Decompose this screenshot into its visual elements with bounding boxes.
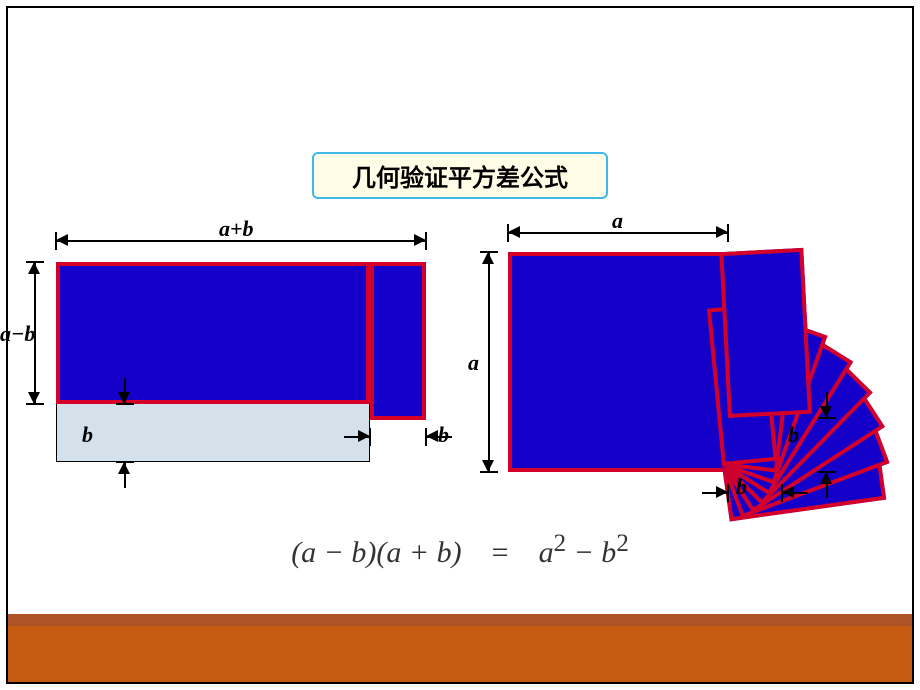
footer-main [8, 626, 912, 682]
footer-accent [8, 614, 912, 626]
label-b-bottom: b [736, 474, 747, 500]
diagram-stage: a+ba−bbbaabb [10, 222, 910, 552]
left-flap-rect [370, 262, 426, 420]
right-final-flap [719, 248, 812, 418]
eq-rhs: a2 − b2 [539, 536, 629, 569]
dim-a-left [488, 252, 490, 472]
label-a-left: a [468, 350, 479, 376]
label-a-minus-b: a−b [0, 321, 35, 347]
label-b-right-r: b [788, 422, 799, 448]
label-b-right: b [438, 422, 449, 448]
footer-band [8, 614, 912, 682]
equation: (a − b)(a + b) = a2 − b2 [0, 530, 920, 570]
left-main-rect [56, 262, 370, 404]
label-b-left: b [82, 422, 93, 448]
label-a-top: a [612, 208, 623, 234]
eq-sign: = [492, 536, 509, 569]
label-a-plus-b: a+b [219, 216, 254, 242]
right-square-a [508, 252, 728, 472]
title-box: 几何验证平方差公式 [312, 152, 608, 199]
eq-lhs: (a − b)(a + b) [291, 536, 461, 569]
